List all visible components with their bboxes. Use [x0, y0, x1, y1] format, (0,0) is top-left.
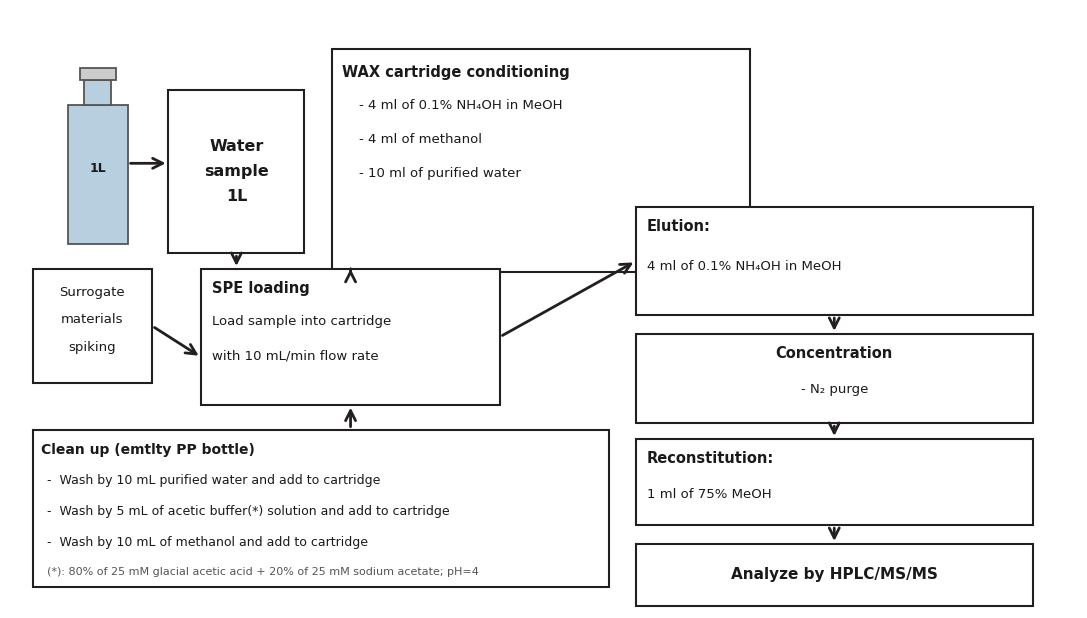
Bar — [201, 269, 500, 405]
Text: - N₂ purge: - N₂ purge — [801, 383, 867, 396]
Text: Elution:: Elution: — [647, 219, 711, 234]
Text: sample: sample — [204, 164, 268, 179]
Text: (*): 80% of 25 mM glacial acetic acid + 20% of 25 mM sodium acetate; pH=4: (*): 80% of 25 mM glacial acetic acid + … — [47, 567, 478, 577]
Text: -  Wash by 10 mL purified water and add to cartridge: - Wash by 10 mL purified water and add t… — [47, 474, 380, 487]
Bar — [636, 334, 1033, 423]
Bar — [33, 269, 152, 383]
Text: with 10 mL/min flow rate: with 10 mL/min flow rate — [212, 349, 378, 362]
Bar — [80, 68, 115, 80]
Text: - 10 ml of purified water: - 10 ml of purified water — [359, 167, 521, 180]
Bar — [85, 80, 112, 105]
Bar — [332, 49, 750, 272]
Text: Surrogate: Surrogate — [60, 286, 125, 298]
Text: Analyze by HPLC/MS/MS: Analyze by HPLC/MS/MS — [730, 567, 938, 582]
Text: -  Wash by 5 mL of acetic buffer(*) solution and add to cartridge: - Wash by 5 mL of acetic buffer(*) solut… — [47, 505, 449, 518]
Text: - 4 ml of 0.1% NH₄OH in MeOH: - 4 ml of 0.1% NH₄OH in MeOH — [359, 99, 562, 112]
Text: WAX cartridge conditioning: WAX cartridge conditioning — [342, 65, 571, 80]
Text: SPE loading: SPE loading — [212, 281, 310, 296]
Text: Load sample into cartridge: Load sample into cartridge — [212, 315, 391, 328]
Text: Concentration: Concentration — [776, 346, 892, 361]
Text: -  Wash by 10 mL of methanol and add to cartridge: - Wash by 10 mL of methanol and add to c… — [47, 536, 367, 549]
Text: - 4 ml of methanol: - 4 ml of methanol — [359, 133, 482, 146]
Bar — [636, 544, 1033, 606]
Text: Water: Water — [209, 139, 264, 154]
Text: materials: materials — [61, 313, 124, 326]
Bar — [168, 90, 304, 253]
Text: 1 ml of 75% MeOH: 1 ml of 75% MeOH — [647, 488, 772, 501]
Text: 1L: 1L — [226, 188, 247, 204]
Bar — [33, 430, 609, 587]
Text: Clean up (emtlty PP bottle): Clean up (emtlty PP bottle) — [41, 443, 255, 457]
Text: 1L: 1L — [89, 162, 107, 175]
Text: Reconstitution:: Reconstitution: — [647, 451, 774, 466]
Text: spiking: spiking — [68, 341, 116, 354]
Text: 4 ml of 0.1% NH₄OH in MeOH: 4 ml of 0.1% NH₄OH in MeOH — [647, 260, 841, 273]
Bar — [67, 105, 128, 244]
Bar — [636, 207, 1033, 315]
Bar — [636, 439, 1033, 525]
